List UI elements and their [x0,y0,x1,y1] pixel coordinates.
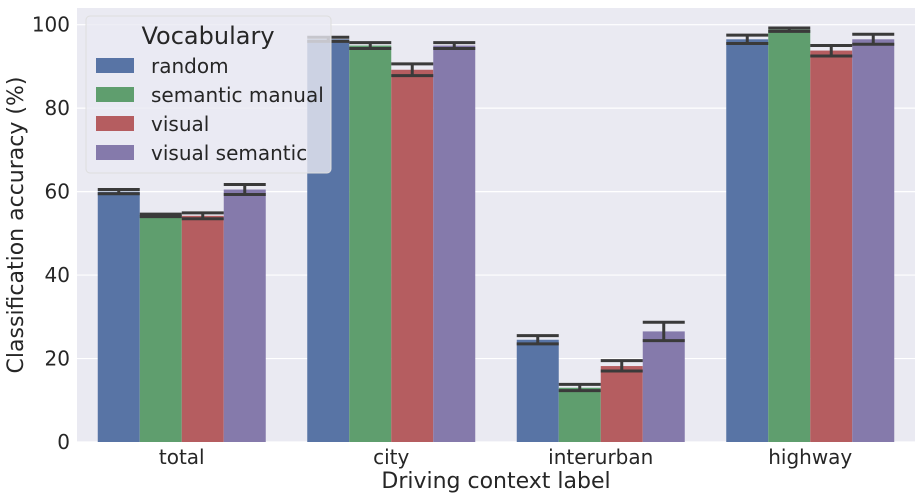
legend-title: Vocabulary [141,22,274,50]
x-tick-interurban: interurban [548,445,653,469]
error-bar-interurban-semantic-manual [558,382,601,393]
x-tick-labels: total city interurban highway [159,445,853,469]
y-tick-20: 20 [45,347,70,371]
legend-swatch-semantic-manual [96,87,134,102]
legend-swatch-visual-semantic [96,145,134,160]
error-bar-interurban-visual [600,359,643,373]
bar-highway-semantic-manual [768,29,811,442]
error-bar-highway-semantic-manual [768,26,811,33]
legend-swatch-random [96,58,134,73]
legend-swatch-visual [96,116,134,131]
bar-total-visual [181,215,224,442]
error-bar-total-random [97,188,140,196]
bar-interurban-random [516,339,559,442]
error-bar-interurban-visual-semantic [642,320,685,343]
error-bar-city-visual-semantic [433,41,476,50]
bar-interurban-semantic-manual [558,387,601,442]
error-bar-total-visual [181,211,224,221]
x-tick-city: city [373,445,409,469]
y-tick-100: 100 [32,13,70,37]
bar-total-semantic-manual [139,215,182,442]
x-tick-highway: highway [768,445,852,469]
error-bar-interurban-random [516,334,559,346]
y-tick-60: 60 [45,180,70,204]
error-bar-highway-visual [810,44,853,58]
error-bar-highway-visual-semantic [852,32,895,46]
bar-interurban-visual-semantic [642,331,685,442]
bar-city-semantic-manual [349,45,392,443]
bar-highway-random [726,39,769,443]
legend-label-random: random [151,54,229,78]
y-tick-0: 0 [57,430,70,454]
y-tick-80: 80 [45,96,70,120]
y-tick-40: 40 [45,263,70,287]
x-axis-label: Driving context label [381,469,610,494]
legend-box [85,15,332,174]
bar-city-visual-semantic [433,45,476,443]
bar-highway-visual-semantic [852,39,895,443]
bar-highway-visual [810,50,853,443]
error-bar-total-visual-semantic [223,183,266,197]
legend-label-visual: visual [151,112,209,136]
x-tick-total: total [159,445,205,469]
error-bar-highway-random [726,33,769,45]
error-bar-total-semantic-manual [139,212,182,219]
bars [97,29,895,443]
bar-total-visual-semantic [223,189,266,442]
legend: Vocabulary random semantic manual visual vi… [85,15,332,174]
bar-interurban-visual [600,366,643,442]
error-bar-city-semantic-manual [349,41,392,50]
error-bar-city-visual [391,62,434,78]
legend-label-visual-semantic: visual semantic [151,141,307,165]
y-axis-label: Classification accuracy (%) [4,77,29,374]
legend-label-semantic-manual: semantic manual [151,83,324,107]
y-tick-labels: 0 20 40 60 80 100 [32,13,70,454]
bar-city-visual [391,69,434,442]
bar-total-random [97,191,140,442]
